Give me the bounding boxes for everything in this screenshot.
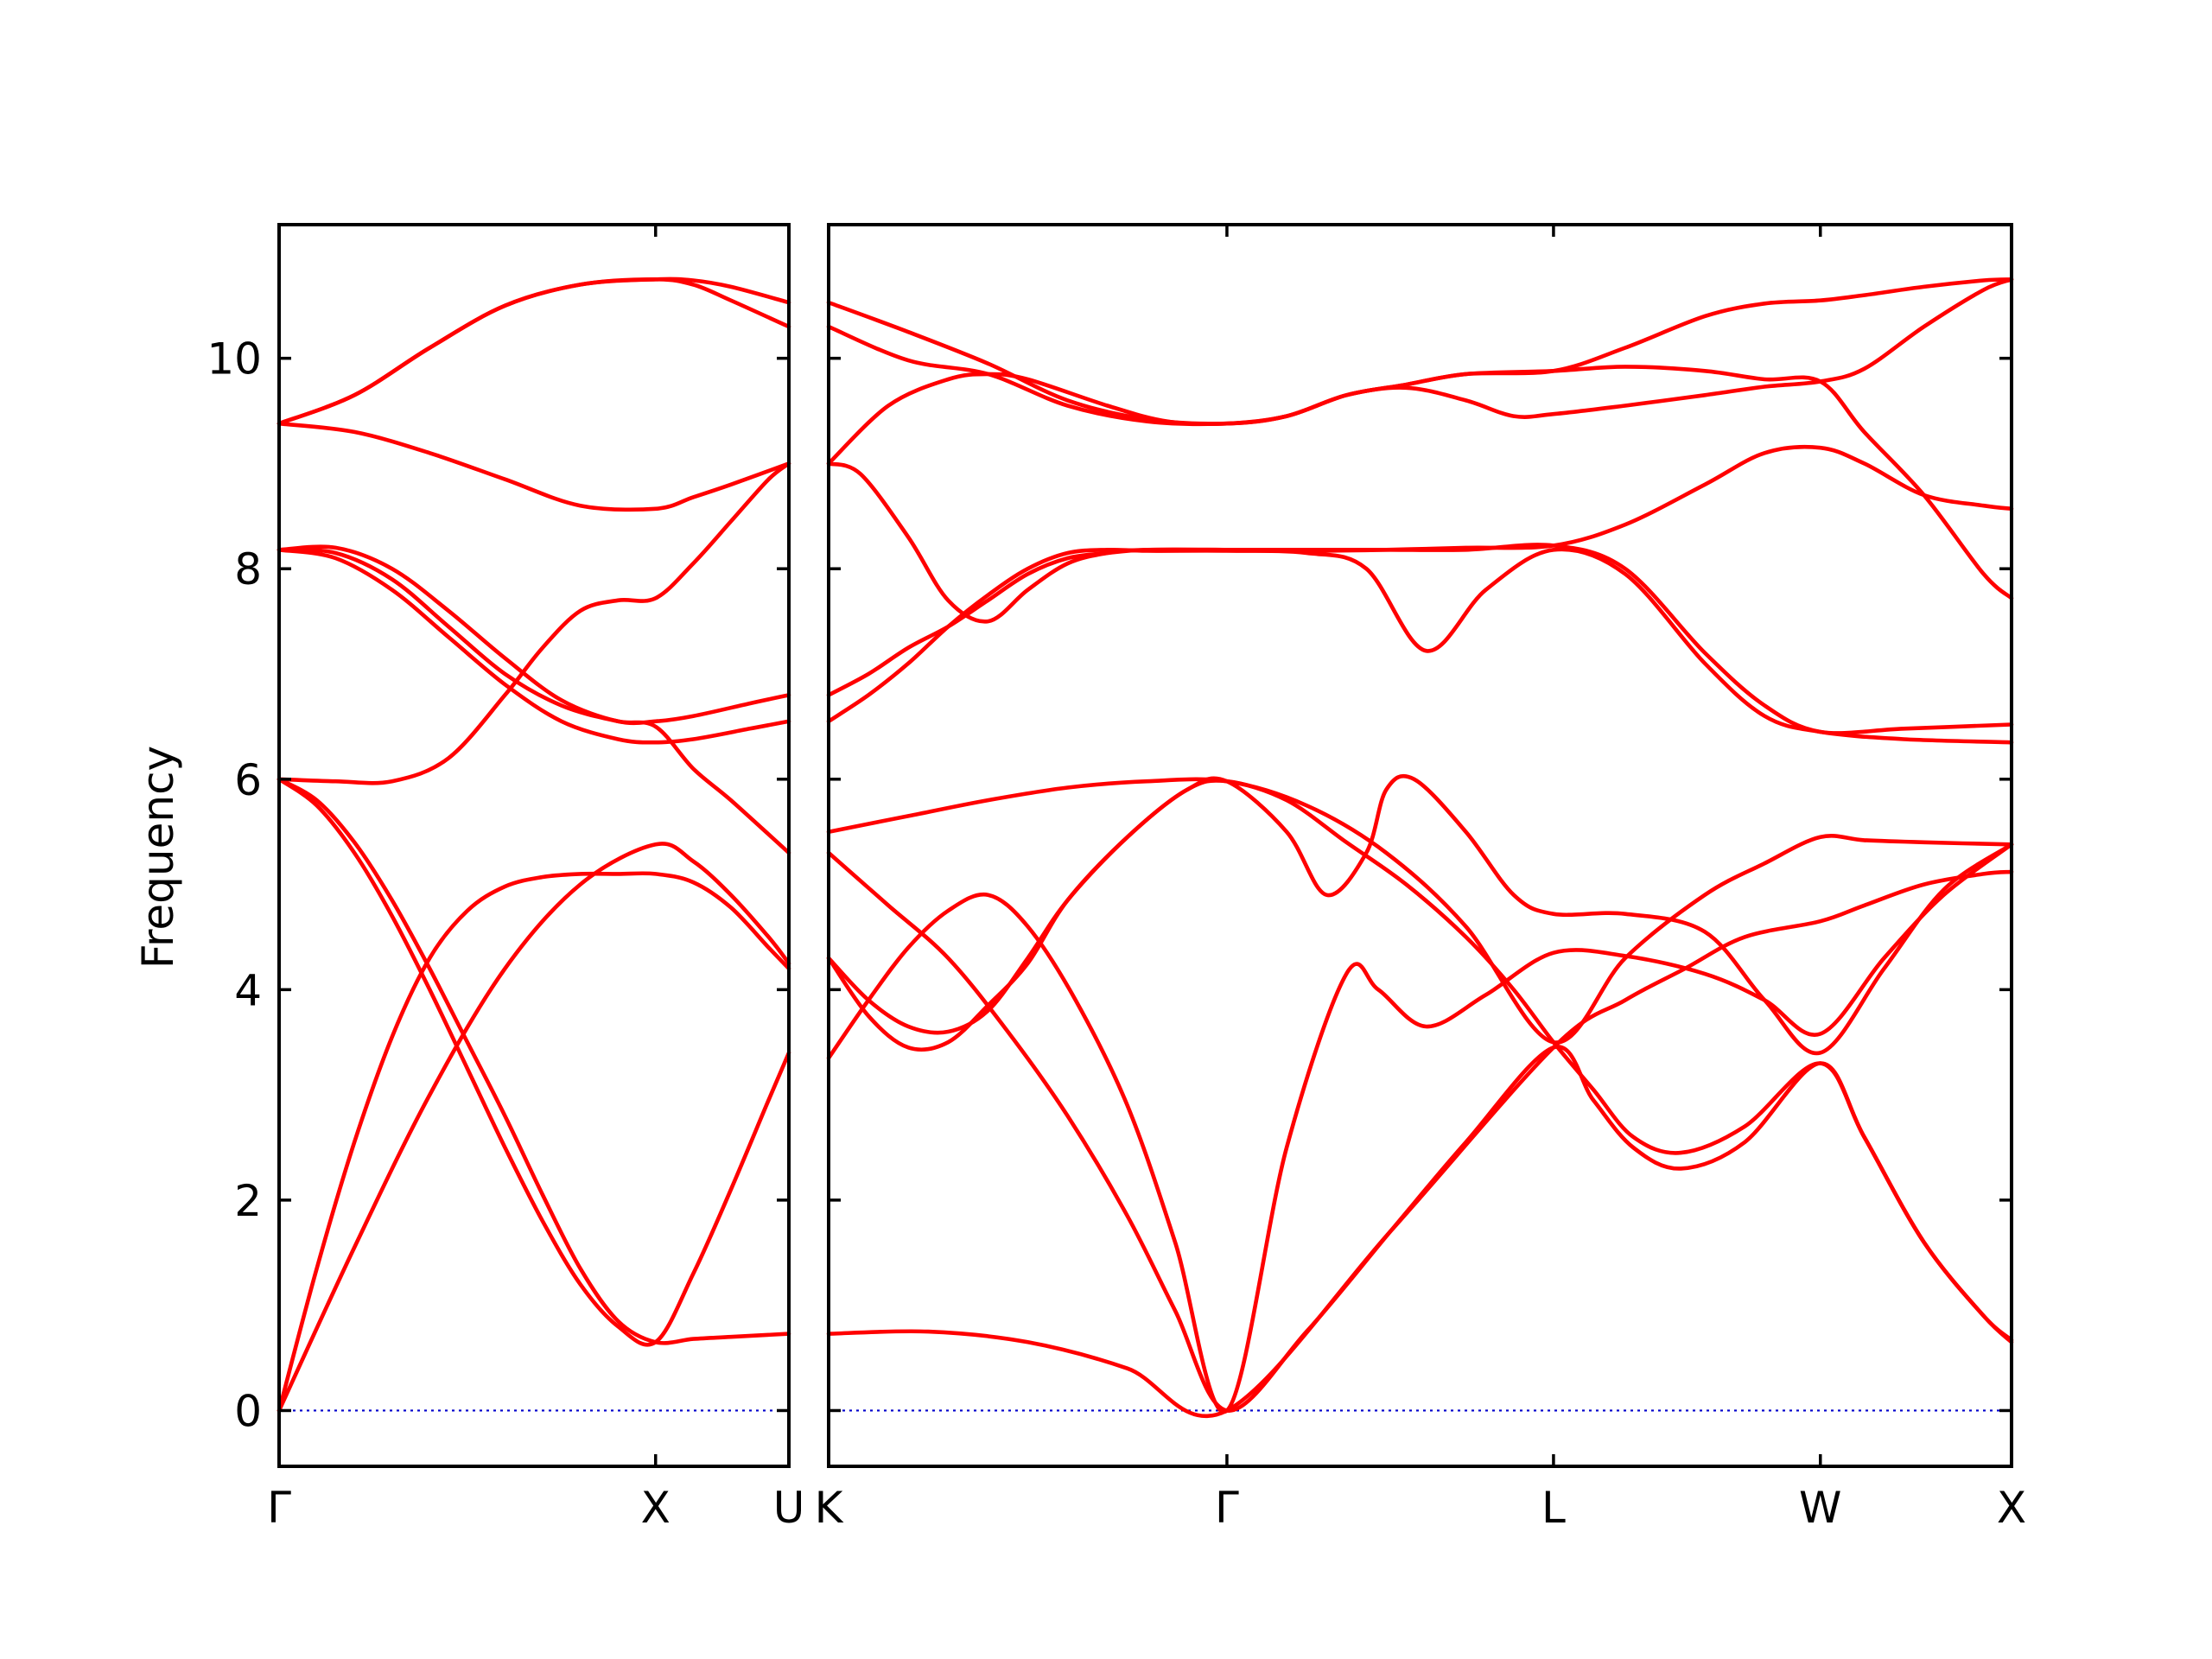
phonon-band-5 [826,850,2014,1413]
y-tick-label: 4 [234,965,262,1015]
y-tick-label: 2 [234,1176,262,1226]
y-tick-label: 0 [234,1386,262,1436]
k-point-label: Γ [267,1483,291,1533]
y-tick-label: 6 [234,755,262,805]
y-tick-label: 8 [234,544,262,594]
phonon-band-3 [826,773,2014,1056]
k-point-label: X [641,1483,671,1533]
phonon-band-11 [276,276,791,426]
phonon-band-6 [276,548,791,745]
phonon-band-5 [276,461,791,785]
phonon-band-9 [826,444,2014,624]
phonon-band-12 [826,277,2014,426]
phonon-band-4 [826,779,2014,1343]
phonon-band-4 [276,777,791,1347]
phonon-band-10 [276,277,791,426]
phonon-band-1 [826,869,2014,1419]
k-point-label: W [1799,1483,1841,1533]
plot-frame [277,223,791,1468]
phonon-band-11 [826,277,2014,427]
phonon-band-7 [826,547,2014,745]
phonon-band-8 [826,543,2014,735]
phonon-band-2 [826,842,2014,1414]
k-point-label: K [815,1483,844,1533]
panels-layer: Γ X U K Γ L W X 0 2 4 6 8 10 [207,223,2026,1533]
k-point-label: Γ [1215,1483,1239,1533]
k-point-label: L [1541,1483,1566,1533]
phonon-band-8 [276,547,791,855]
y-axis-label: Frequency [133,746,183,969]
phonon-band-2 [276,842,791,1413]
plot-frame [827,223,2013,1468]
phonon-band-6 [826,777,2014,1045]
phonon-band-7 [276,544,791,726]
phonon-band-1 [276,871,791,1413]
y-tick-label: 10 [207,334,262,385]
phonon-band-10 [826,365,2014,601]
k-point-label: U [773,1483,805,1533]
k-point-label: X [1997,1483,2026,1533]
phonon-band-9 [276,421,791,512]
phonon-band-3 [276,777,791,1345]
